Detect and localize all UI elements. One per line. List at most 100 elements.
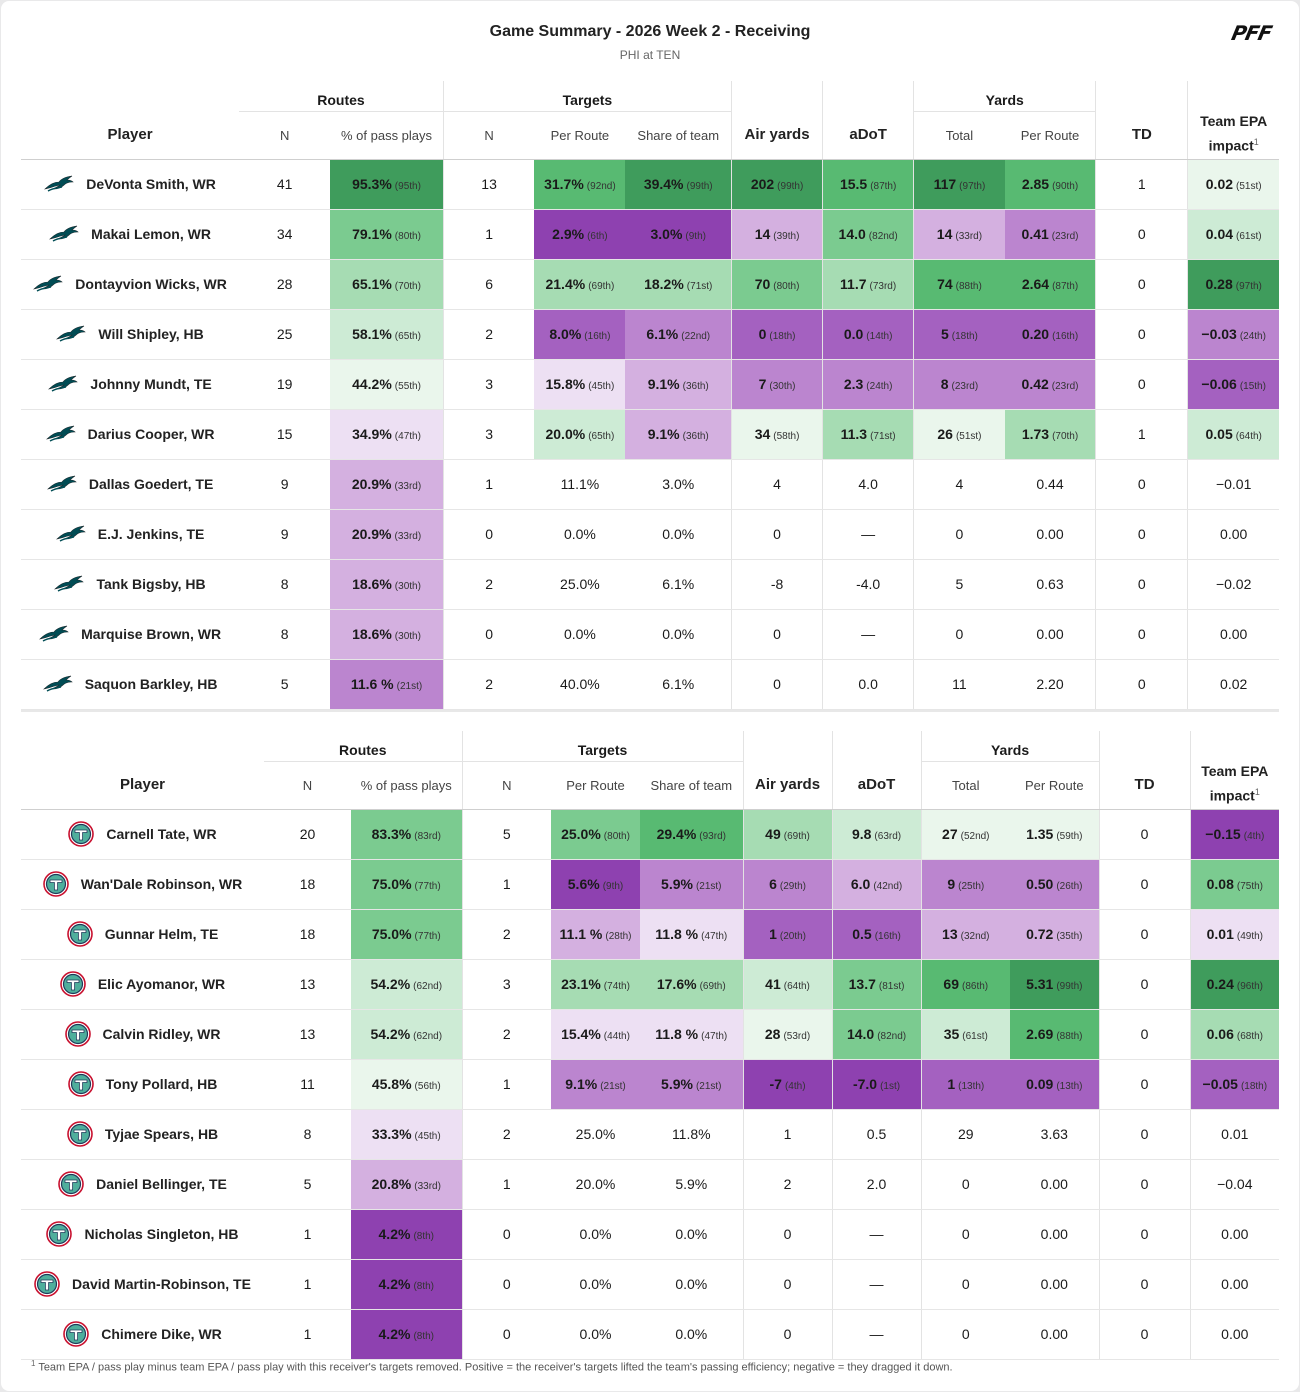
- stat-value: 0.20: [1021, 326, 1050, 343]
- stat-value: 1: [485, 226, 493, 243]
- stat-cell: 4: [913, 459, 1005, 510]
- stat-cell: 2.69 (88th): [1010, 1009, 1100, 1060]
- stat-value: 0.00: [1040, 1276, 1068, 1293]
- stat-cell: 1: [461, 859, 552, 910]
- stat-cell: 0: [1098, 1209, 1191, 1260]
- stat-cell: 14.0 (82nd): [831, 1009, 922, 1060]
- stat-value: 0: [1140, 926, 1149, 943]
- col-routes-n: N: [264, 761, 351, 810]
- table-row: Tony Pollard, HB 11 45.8% (56th) 1 9.1% (21st)…: [21, 1059, 1280, 1110]
- percentile-label: (88th): [1056, 1031, 1083, 1043]
- stat-value: 15.8%: [545, 376, 586, 393]
- stat-value: 0.00: [1220, 526, 1248, 543]
- stat-value: 3.63: [1040, 1126, 1068, 1143]
- stat-cell: 0: [1095, 609, 1188, 660]
- stat-cell: 41 (64th): [742, 959, 833, 1010]
- titans-logo-icon: [67, 1121, 93, 1147]
- stat-cell: 41: [239, 159, 331, 210]
- stat-cell: 0.42 (23rd): [1004, 359, 1096, 410]
- stat-cell: 3.63: [1010, 1109, 1100, 1160]
- stat-value: 2.85: [1021, 176, 1050, 193]
- stat-value: 3.0%: [650, 226, 683, 243]
- stat-cell: 15: [239, 409, 331, 460]
- stat-cell: 0: [1095, 309, 1188, 360]
- stat-cell: 0.0: [822, 659, 914, 710]
- stat-value: -7.0: [852, 1076, 878, 1093]
- stat-value: 15.4%: [561, 1026, 601, 1043]
- stat-value: 8: [280, 626, 289, 643]
- stat-cell: 8: [239, 609, 331, 660]
- stat-value: 25.0%: [575, 1126, 616, 1143]
- stat-cell: 19: [239, 359, 331, 410]
- stat-value: 20.8%: [371, 1176, 412, 1193]
- stat-cell: 3.0%: [625, 459, 732, 510]
- player-cell: Calvin Ridley, WR: [21, 1009, 264, 1060]
- stat-cell: 0.0 (14th): [822, 309, 914, 360]
- stat-value: 1: [783, 1126, 792, 1143]
- stat-cell: 95.3% (95th): [330, 159, 444, 210]
- stat-value: 6.0: [850, 876, 871, 893]
- stat-value: 0: [1137, 526, 1146, 543]
- stat-value: 0: [1140, 1326, 1149, 1343]
- stat-value: 23.1%: [561, 976, 601, 993]
- stat-value: 1: [502, 876, 511, 893]
- stat-cell: −0.04: [1189, 1159, 1280, 1210]
- stat-value: 34: [754, 426, 771, 443]
- col-player: Player: [21, 111, 240, 160]
- stat-cell: 13: [442, 159, 535, 210]
- percentile-label: (77th): [414, 881, 441, 893]
- table-row: David Martin-Robinson, TE 1 4.2% (8th) 0 0.0%…: [21, 1259, 1280, 1310]
- stat-value: 0: [783, 1326, 792, 1343]
- percentile-label: (51st): [955, 431, 982, 443]
- player-name: Wan'Dale Robinson, WR: [80, 876, 243, 893]
- stat-value: 0: [1137, 376, 1146, 393]
- stat-value: 0.00: [1040, 1226, 1068, 1243]
- eagles-logo-icon: [45, 425, 76, 442]
- stat-value: 29.4%: [656, 826, 697, 843]
- percentile-label: (8th): [413, 1331, 434, 1343]
- footnote: 1 Team EPA / pass play minus team EPA / …: [31, 1359, 953, 1374]
- stat-value: 2: [485, 676, 493, 693]
- stat-value: 0.00: [1220, 626, 1248, 643]
- player-name: Elic Ayomanor, WR: [97, 976, 226, 993]
- col-targets-per-route: Per Route: [551, 761, 641, 810]
- percentile-label: (71st): [870, 431, 896, 443]
- table-row: Daniel Bellinger, TE 5 20.8% (33rd) 1 20.0% 5.…: [21, 1159, 1280, 1210]
- stat-cell: 75.0% (77th): [351, 909, 463, 960]
- stat-value: —: [861, 526, 876, 543]
- percentile-label: (32nd): [960, 931, 990, 943]
- stat-cell: 0.44: [1004, 459, 1096, 510]
- stat-cell: 0.02 (51st): [1187, 159, 1279, 210]
- stat-value: 28: [276, 276, 293, 293]
- stat-value: 11.8%: [671, 1126, 711, 1143]
- table-row: DeVonta Smith, WR 41 95.3% (95th) 13 31.7% (92…: [21, 159, 1279, 210]
- stat-value: 1.73: [1021, 426, 1050, 443]
- percentile-label: (35th): [1056, 931, 1083, 943]
- stat-value: 3: [485, 426, 493, 443]
- stat-cell: 11.8 % (47th): [640, 909, 744, 960]
- stat-value: 11.8 %: [655, 1026, 699, 1043]
- percentile-label: (13th): [958, 1081, 985, 1093]
- stat-cell: 6: [442, 259, 535, 310]
- table-row: Tyjae Spears, HB 8 33.3% (45th) 2 25.0% 11.8% 1…: [21, 1109, 1280, 1160]
- stat-value: 14: [754, 226, 771, 243]
- header: Game Summary - 2026 Week 2 - Receiving P…: [1, 23, 1299, 62]
- stat-value: -7: [769, 1076, 782, 1093]
- stat-cell: 0 (18th): [731, 309, 823, 360]
- stat-value: 11.3: [840, 426, 868, 443]
- table-row: Saquon Barkley, HB 5 11.6 % (21st) 2 40.0% 6.1…: [21, 659, 1279, 710]
- stat-cell: —: [831, 1209, 922, 1260]
- stat-value: 0.0: [858, 676, 878, 693]
- player-name: Chimere Dike, WR: [101, 1326, 222, 1343]
- col-team-epa: Team EPA impact1: [1189, 761, 1280, 810]
- player-name: Will Shipley, HB: [98, 326, 204, 343]
- percentile-label: (16th): [874, 931, 901, 943]
- stat-cell: 9: [239, 459, 331, 510]
- stat-cell: 18: [264, 859, 351, 910]
- stat-value: 2.3: [843, 376, 864, 393]
- percentile-label: (36th): [682, 381, 709, 393]
- stat-value: 1: [502, 1076, 511, 1093]
- percentile-label: (53rd): [783, 1031, 811, 1043]
- stat-value: 0: [961, 1326, 970, 1343]
- stat-value: 5.6%: [567, 876, 600, 893]
